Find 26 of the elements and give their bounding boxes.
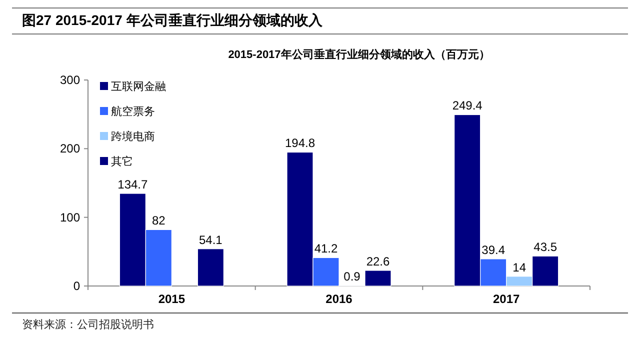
- data-label: 194.8: [284, 136, 316, 150]
- chart-subtitle: 2015-2017年公司垂直行业细分领域的收入（百万元）: [228, 48, 490, 61]
- data-label: 0.9: [344, 269, 361, 284]
- x-tick-label: 2016: [326, 292, 353, 306]
- x-tick-label: 2017: [492, 292, 520, 306]
- data-label: 14: [512, 260, 526, 274]
- legend-label: 互联网金融: [111, 81, 166, 93]
- legend-label: 航空票务: [111, 105, 155, 118]
- y-tick-label: 200: [60, 142, 80, 156]
- x-tick-label: 2015: [158, 292, 186, 306]
- chart-title: 图27 2015-2017 年公司垂直行业细分领域的收入: [22, 12, 324, 28]
- data-label: 41.2: [314, 242, 338, 256]
- data-label: 39.4: [482, 242, 506, 257]
- data-label: 249.4: [452, 98, 483, 113]
- data-label: 54.1: [198, 232, 223, 247]
- legend-label: 跨境电商: [111, 130, 155, 143]
- data-label: 134.7: [118, 178, 148, 192]
- data-label: 43.5: [534, 240, 558, 254]
- data-label: 82: [152, 214, 166, 228]
- y-tick-label: 0: [73, 279, 80, 293]
- text: 资料来源：公司招股说明书: [22, 318, 154, 331]
- y-tick-label: 300: [60, 73, 80, 87]
- legend-label: 其它: [111, 155, 133, 168]
- y-tick-label: 100: [60, 210, 80, 224]
- bar: [197, 248, 224, 286]
- data-label: 22.6: [366, 254, 390, 268]
